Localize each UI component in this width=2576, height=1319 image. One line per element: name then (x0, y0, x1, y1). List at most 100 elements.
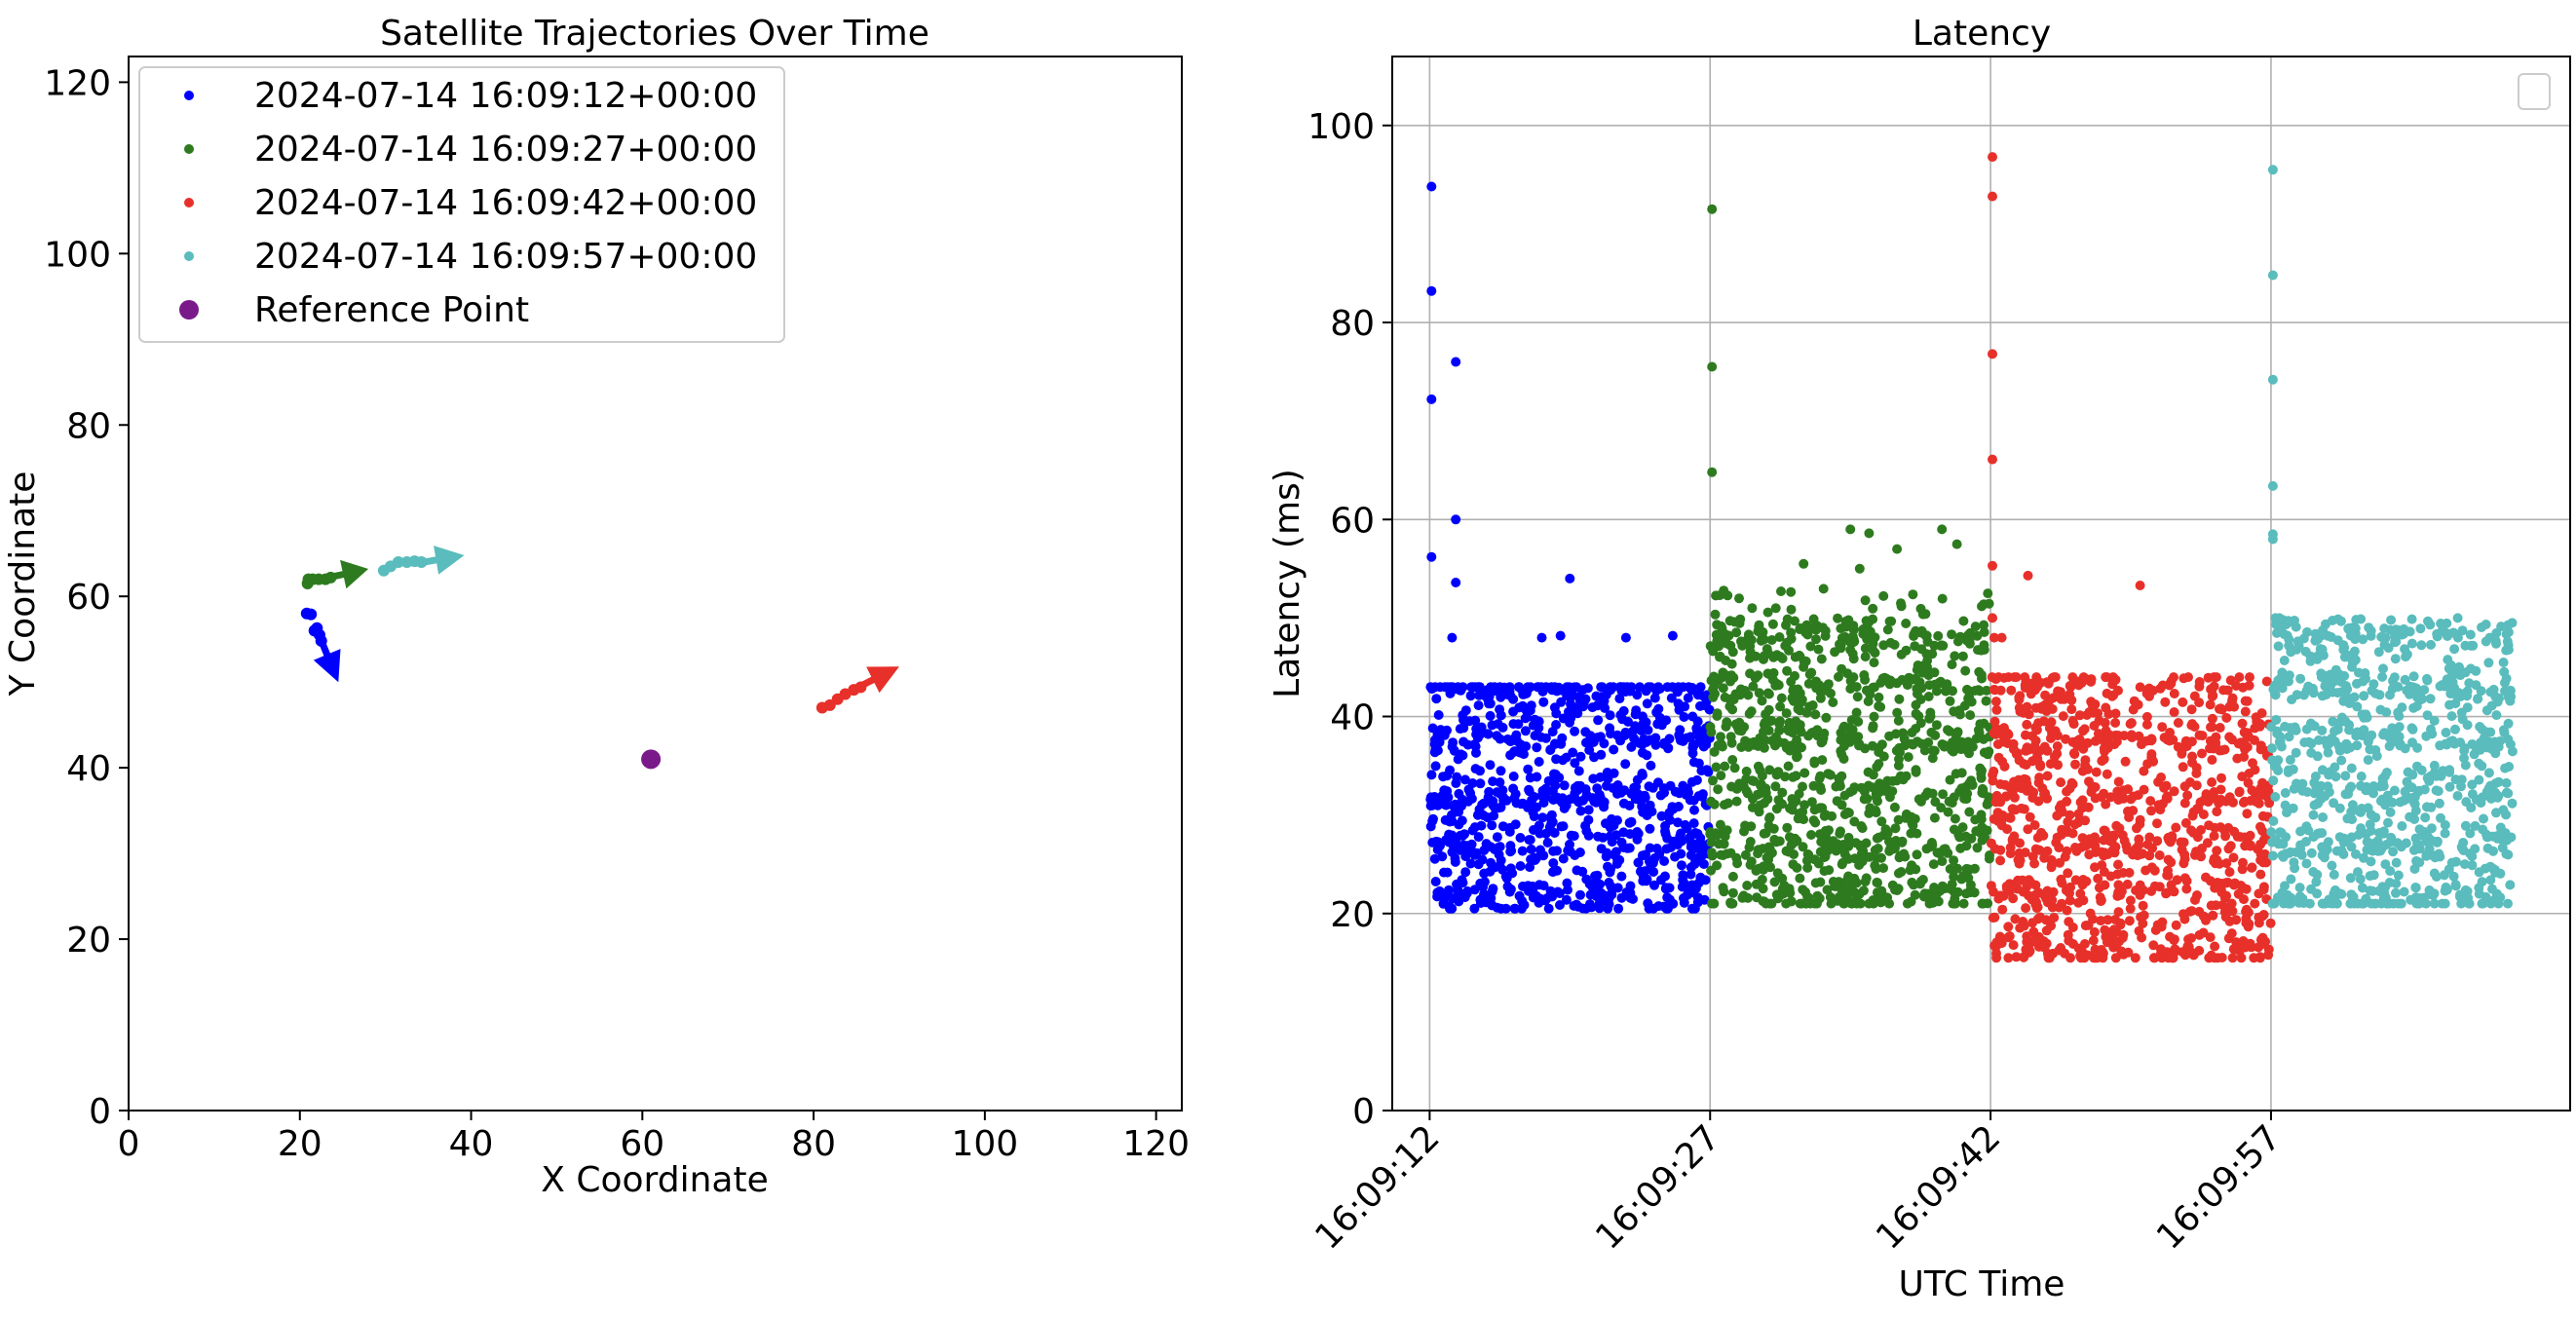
latency-point-2 (1957, 651, 1968, 661)
latency-point-1 (1558, 755, 1568, 766)
latency-point-4 (2317, 765, 2328, 775)
latency-point-3 (2168, 886, 2178, 896)
trajectory-arrow-3 (859, 666, 899, 694)
latency-point-2 (1776, 889, 1787, 900)
latency-point-3 (2002, 884, 2012, 894)
latency-point-4 (2481, 620, 2491, 629)
latency-point-1 (1642, 698, 1652, 709)
latency-point-3 (2226, 928, 2237, 939)
latency-point-4 (2327, 860, 2337, 871)
latency-point-3 (2018, 886, 2028, 897)
latency-point-2 (1851, 878, 1862, 888)
latency-point-2 (1719, 886, 1729, 897)
latency-point-2 (1870, 632, 1880, 643)
latency-point-3 (2003, 730, 2014, 740)
latency-point-3 (2067, 716, 2078, 726)
latency-point-3 (2113, 859, 2123, 870)
latency-point-3 (2008, 786, 2018, 797)
latency-point-4 (2363, 755, 2373, 766)
latency-point-1 (1524, 835, 1534, 846)
latency-point-2 (1882, 828, 1893, 839)
latency-point-3 (2250, 765, 2260, 775)
latency-point-2 (1895, 850, 1906, 861)
latency-point-3 (2153, 800, 2164, 810)
latency-point-2 (1759, 727, 1768, 737)
latency-point-1 (1483, 729, 1494, 739)
latency-point-3 (2090, 735, 2101, 746)
latency-point-3 (2194, 697, 2205, 708)
latency-point-1 (1476, 820, 1487, 831)
latency-point-3 (2047, 703, 2058, 714)
latency-point-3 (2065, 682, 2076, 693)
latency-point-3 (2141, 719, 2152, 730)
latency-outlier-1 (1426, 551, 1437, 562)
latency-point-2 (1837, 857, 1848, 868)
latency-point-3 (2159, 782, 2170, 793)
latency-point-2 (1839, 790, 1850, 801)
latency-point-4 (2499, 666, 2510, 677)
latency-point-1 (1645, 843, 1655, 853)
latency-point-1 (1534, 757, 1544, 767)
latency-point-3 (2166, 857, 2177, 868)
latency-point-1 (1644, 781, 1654, 792)
latency-point-3 (2024, 744, 2034, 755)
latency-point-1 (1615, 785, 1626, 796)
latency-point-3 (2125, 895, 2136, 906)
latency-point-3 (2023, 943, 2033, 954)
latency-point-1 (1602, 780, 1611, 791)
latency-point-4 (2267, 743, 2277, 754)
latency-point-2 (1907, 877, 1917, 887)
latency-point-4 (2361, 829, 2371, 840)
latency-point-3 (2022, 931, 2032, 942)
latency-point-3 (2201, 872, 2211, 883)
latency-point-4 (2478, 792, 2487, 803)
latency-point-3 (2205, 932, 2216, 943)
latency-point-2 (1783, 761, 1794, 772)
latency-point-1 (1599, 738, 1610, 749)
latency-point-2 (1735, 614, 1746, 624)
latency-point-3 (2166, 675, 2177, 686)
latency-point-4 (2450, 880, 2461, 890)
latency-point-3 (2133, 699, 2143, 710)
latency-point-1 (1626, 741, 1637, 752)
latency-point-1 (1485, 866, 1496, 877)
latency-point-2 (1929, 883, 1940, 892)
latency-point-1 (1535, 845, 1545, 855)
latency-point-2 (1744, 708, 1755, 719)
latency-point-3 (2203, 672, 2214, 683)
latency-point-3 (2082, 710, 2092, 720)
latency-point-1 (1585, 889, 1596, 900)
latency-point-4 (2399, 886, 2409, 897)
latency-point-2 (1938, 789, 1949, 800)
latency-point-4 (2460, 760, 2471, 771)
latency-point-1 (1558, 853, 1569, 864)
latency-point-4 (2368, 679, 2379, 690)
latency-point-2 (1789, 696, 1799, 706)
latency-point-2 (1725, 848, 1736, 858)
x-tick-label: 20 (278, 1124, 322, 1164)
latency-point-2 (1774, 632, 1785, 642)
latency-point-2 (1720, 831, 1730, 842)
latency-point-4 (2276, 623, 2287, 634)
latency-point-3 (2030, 880, 2041, 890)
latency-point-2 (1945, 774, 1955, 785)
latency-point-2 (1875, 897, 1886, 908)
latency-point-2 (1795, 873, 1805, 884)
latency-point-2 (1711, 629, 1722, 640)
latency-point-2 (1937, 881, 1948, 891)
latency-point-2 (1813, 644, 1824, 655)
x-tick-label: 16:09:12 (1307, 1117, 1447, 1257)
latency-point-4 (2277, 667, 2288, 678)
latency-point-2 (1857, 856, 1868, 867)
latency-point-2 (1884, 731, 1895, 741)
latency-point-1 (1694, 732, 1705, 742)
latency-point-3 (1991, 953, 2002, 963)
latency-point-4 (2275, 732, 2286, 742)
latency-point-2 (1901, 645, 1912, 656)
latency-point-1 (1532, 742, 1542, 753)
latency-point-4 (2321, 690, 2331, 700)
latency-point-4 (2270, 613, 2281, 623)
latency-point-3 (2256, 743, 2267, 754)
x-tick-label: 100 (952, 1124, 1019, 1164)
trajectories-title: Satellite Trajectories Over Time (380, 14, 929, 54)
